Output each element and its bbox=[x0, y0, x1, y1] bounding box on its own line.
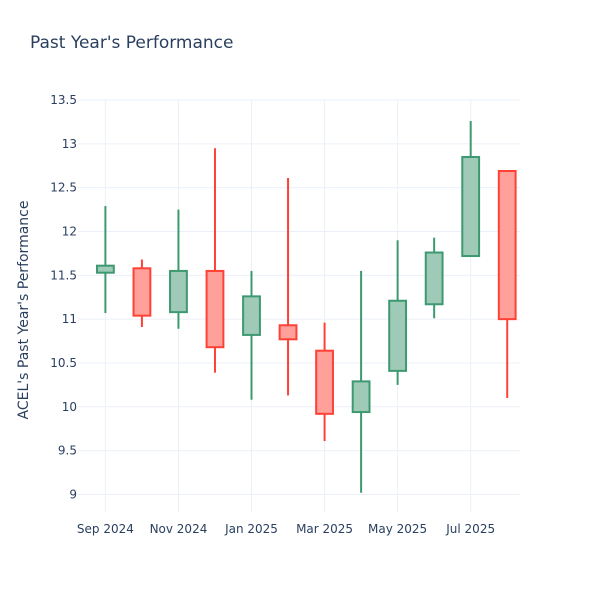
candle-2025-03 bbox=[315, 322, 334, 441]
candle-body bbox=[497, 170, 517, 321]
candle-2024-10 bbox=[132, 259, 152, 328]
x-tick-label: Jul 2025 bbox=[445, 522, 495, 536]
y-tick-label: 9.5 bbox=[58, 444, 77, 458]
candle-2025-04 bbox=[351, 270, 371, 493]
candle-body bbox=[351, 380, 371, 414]
candle-2025-08 bbox=[497, 170, 517, 399]
y-tick-label: 13 bbox=[62, 137, 77, 151]
candle-2025-01 bbox=[242, 270, 261, 400]
y-tick-label: 11.5 bbox=[50, 268, 77, 282]
x-tick-label: May 2025 bbox=[368, 522, 427, 536]
candle-2024-11 bbox=[169, 209, 188, 329]
chart-title: Past Year's Performance bbox=[30, 33, 234, 53]
candle-body bbox=[132, 267, 152, 317]
candle-body bbox=[461, 155, 481, 258]
grid-layer bbox=[78, 99, 520, 512]
x-tick-label: Nov 2024 bbox=[150, 522, 208, 536]
candle-2025-06 bbox=[424, 237, 444, 319]
y-tick-label: 10 bbox=[62, 400, 77, 414]
candle-body bbox=[388, 299, 408, 372]
candle-2024-09 bbox=[95, 206, 115, 314]
candle-body bbox=[278, 324, 298, 341]
y-tick-label: 12.5 bbox=[50, 181, 77, 195]
y-tick-label: 11 bbox=[62, 312, 77, 326]
y-tick-label: 12 bbox=[62, 224, 77, 238]
candle-body bbox=[424, 251, 444, 306]
candle-body bbox=[169, 269, 188, 314]
candle-2025-05 bbox=[388, 240, 408, 385]
y-tick-label: 10.5 bbox=[50, 356, 77, 370]
y-tick-label: 9 bbox=[69, 487, 77, 501]
candle-body bbox=[95, 264, 115, 274]
candle-layer bbox=[95, 121, 517, 493]
candle-body bbox=[205, 269, 225, 349]
candle-body bbox=[242, 295, 261, 336]
y-axis-title: ACEL's Past Year's Performance bbox=[16, 201, 32, 420]
candle-2025-02 bbox=[278, 178, 298, 396]
candle-body bbox=[315, 349, 334, 415]
candle-2024-12 bbox=[205, 148, 225, 373]
candle-2025-07 bbox=[461, 121, 481, 258]
x-tick-label: Mar 2025 bbox=[296, 522, 353, 536]
x-tick-label: Jan 2025 bbox=[224, 522, 278, 536]
axis-layer: ACEL's Past Year's Performance 9 9.5 10 10.… bbox=[16, 93, 495, 536]
y-tick-label: 13.5 bbox=[50, 93, 77, 107]
x-tick-label: Sep 2024 bbox=[77, 522, 134, 536]
